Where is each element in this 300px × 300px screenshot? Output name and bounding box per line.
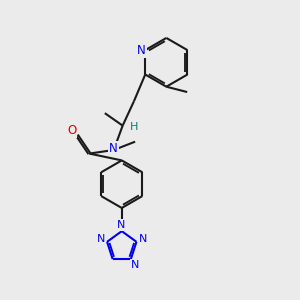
Text: O: O bbox=[67, 124, 76, 137]
Text: N: N bbox=[139, 234, 147, 244]
Text: N: N bbox=[131, 260, 140, 270]
Text: N: N bbox=[117, 220, 125, 230]
Text: N: N bbox=[97, 234, 105, 244]
Text: N: N bbox=[137, 44, 146, 57]
Text: N: N bbox=[110, 142, 118, 155]
Text: H: H bbox=[130, 122, 138, 132]
